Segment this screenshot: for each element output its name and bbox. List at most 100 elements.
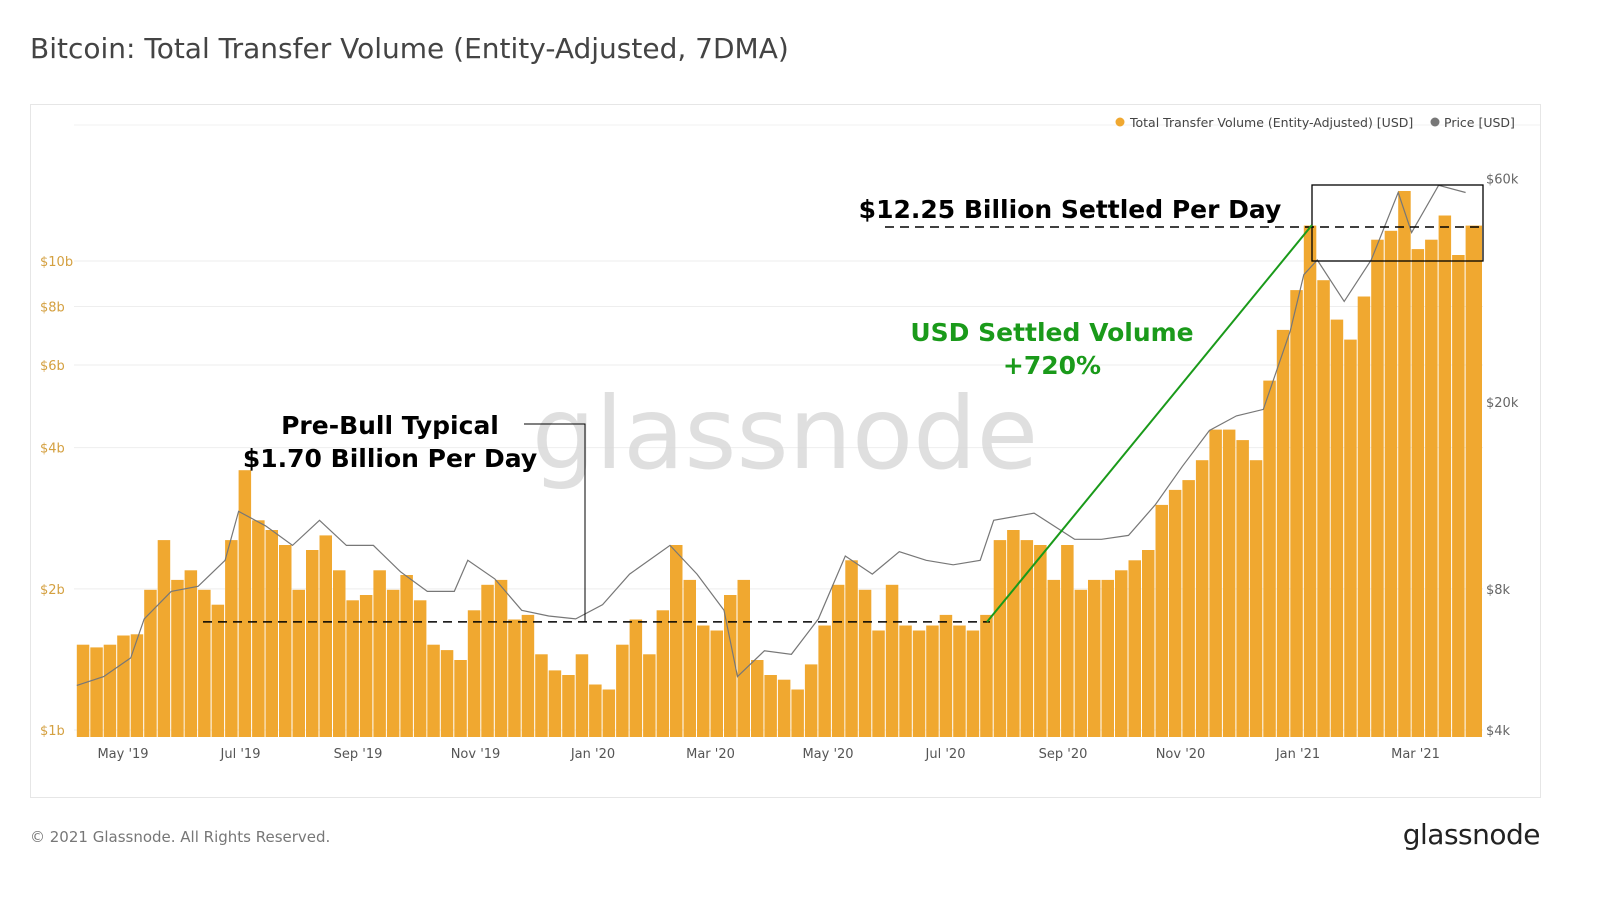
growth-label-line2: +720%: [1003, 351, 1101, 380]
volume-bar: [373, 570, 386, 737]
volume-bar: [1384, 230, 1398, 738]
volume-bar: [710, 630, 723, 737]
y-right-tick-label: $20k: [1486, 396, 1519, 411]
volume-bar: [144, 589, 157, 737]
volume-bar: [926, 625, 939, 737]
volume-bar: [683, 579, 696, 737]
volume-bar: [252, 520, 265, 737]
volume-bar: [521, 614, 535, 737]
volume-bar: [777, 679, 791, 737]
growth-arrow-line: [986, 224, 1313, 623]
x-tick-label: Nov '20: [1156, 747, 1206, 762]
volume-bar: [1155, 504, 1168, 737]
volume-bar: [1303, 225, 1317, 737]
volume-bar: [980, 614, 993, 737]
volume-bar: [535, 654, 548, 737]
volume-bar: [1425, 239, 1438, 737]
glassnode-logo: glassnode: [1402, 818, 1541, 851]
y-left-tick-label: $1b: [40, 724, 65, 739]
volume-bar: [1115, 570, 1128, 737]
volume-bar: [899, 625, 912, 737]
x-tick-label: Jan '20: [570, 747, 615, 762]
volume-bar: [1411, 249, 1425, 737]
volume-bar: [656, 610, 670, 737]
volume-bar: [751, 660, 764, 737]
volume-bar: [1357, 296, 1371, 737]
pre-bull-connector: [524, 423, 586, 622]
volume-bar: [1101, 579, 1114, 737]
x-tick-label: Jan '21: [1275, 747, 1320, 762]
volume-bar: [1034, 545, 1047, 737]
page-title: Bitcoin: Total Transfer Volume (Entity-A…: [30, 32, 789, 65]
volume-bar: [76, 644, 90, 737]
volume-bar: [1371, 239, 1384, 737]
x-tick-label: Mar '20: [686, 747, 735, 762]
volume-bar: [508, 619, 521, 737]
volume-bar: [602, 689, 616, 737]
volume-bar: [966, 630, 980, 737]
y-left-tick-label: $4b: [40, 442, 65, 457]
volume-bar: [346, 600, 359, 737]
volume-bar: [548, 670, 562, 737]
volume-bar: [319, 535, 332, 737]
volume-bar: [1263, 380, 1276, 737]
volume-bar: [831, 584, 845, 737]
peak-label: $12.25 Billion Settled Per Day: [859, 195, 1282, 224]
legend-price-dot: [1430, 117, 1440, 127]
volume-bar: [953, 625, 966, 737]
y-right-tick-label: $60k: [1486, 172, 1519, 187]
volume-bar: [386, 589, 400, 737]
volume-bar: [211, 604, 225, 737]
volume-bar: [818, 625, 831, 737]
volume-bar: [238, 470, 252, 737]
volume-bar: [157, 540, 171, 737]
volume-bar: [697, 625, 710, 737]
volume-bar: [616, 644, 629, 737]
y-right-tick-label: $4k: [1486, 724, 1511, 739]
volume-bar: [764, 675, 777, 737]
peak-highlight-box: [1311, 184, 1484, 262]
volume-bar: [939, 614, 953, 737]
volume-bar: [1222, 429, 1236, 737]
volume-bar: [1128, 560, 1141, 737]
volume-bar: [1142, 550, 1155, 737]
volume-bar: [1317, 280, 1330, 737]
volume-bar: [791, 689, 804, 737]
volume-bar: [184, 570, 198, 737]
volume-bar: [1276, 329, 1290, 737]
volume-bar: [481, 584, 494, 737]
y-left-tick-label: $6b: [40, 359, 65, 374]
volume-bar: [225, 540, 238, 737]
volume-bar: [359, 595, 373, 737]
volume-bar: [670, 545, 683, 737]
volume-bar: [454, 660, 467, 737]
copyright: © 2021 Glassnode. All Rights Reserved.: [30, 828, 331, 846]
legend-volume-dot: [1115, 117, 1125, 127]
watermark: glassnode: [532, 375, 1038, 492]
volume-bar: [1168, 489, 1182, 737]
x-tick-label: Mar '21: [1391, 747, 1440, 762]
volume-bar: [117, 635, 130, 737]
x-tick-label: Jul '20: [925, 747, 966, 762]
volume-bar: [1209, 429, 1222, 737]
y-left-tick-label: $2b: [40, 583, 65, 598]
volume-bar: [804, 664, 818, 737]
x-tick-label: Sep '19: [334, 747, 383, 762]
volume-bar: [1290, 290, 1303, 737]
volume-bar: [1047, 579, 1061, 737]
x-tick-label: May '20: [802, 747, 853, 762]
volume-bar: [400, 575, 413, 737]
volume-bar: [724, 595, 737, 737]
legend-volume-label: Total Transfer Volume (Entity-Adjusted) …: [1129, 115, 1413, 130]
volume-bar: [279, 545, 292, 737]
volume-bar: [1249, 460, 1263, 737]
volume-bar: [589, 684, 602, 737]
volume-bar: [171, 579, 184, 737]
volume-bar: [1330, 319, 1344, 737]
volume-bar: [1465, 225, 1482, 737]
volume-bar: [1007, 530, 1020, 737]
volume-bar: [427, 644, 440, 737]
volume-bar: [1074, 589, 1088, 737]
volume-bar: [1195, 460, 1209, 737]
